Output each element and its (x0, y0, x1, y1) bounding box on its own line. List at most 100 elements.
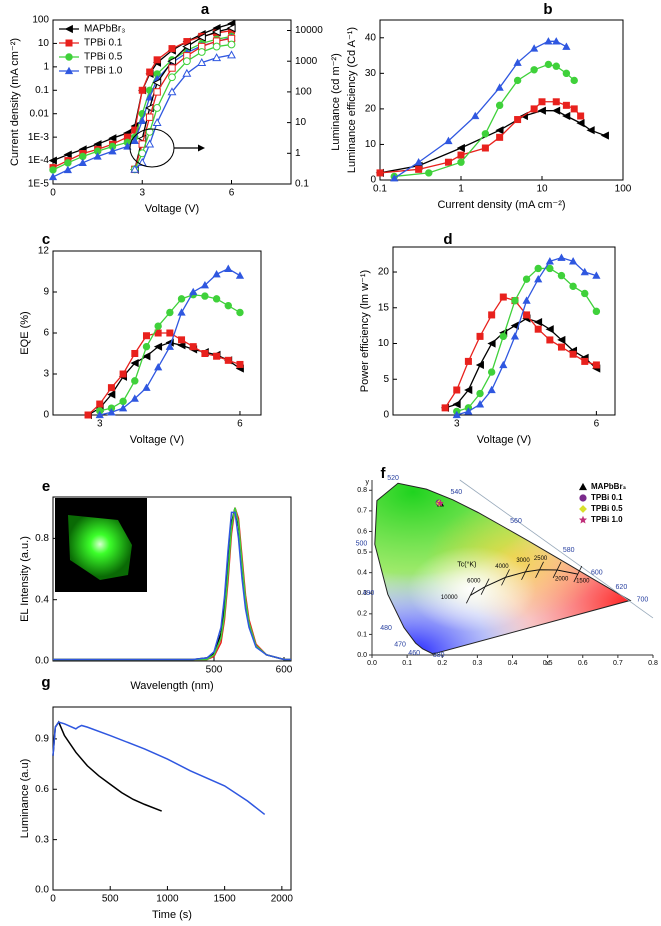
marker (146, 68, 154, 76)
temperature-label: 2500 (534, 556, 548, 562)
y-tick-label: 0.3 (35, 834, 49, 845)
y-tick-label: 9 (43, 287, 49, 298)
y-tick-label: 0.7 (357, 508, 367, 515)
y-tick-label: 100 (32, 15, 49, 26)
marker (471, 111, 480, 120)
x-axis-label: x (546, 660, 550, 667)
marker (130, 358, 139, 368)
legend-marker (579, 494, 587, 502)
series-line (379, 101, 582, 174)
legend-label: TPBi 0.1 (84, 38, 123, 49)
marker (177, 341, 186, 350)
isotherm (521, 563, 530, 581)
y-tick-label: 0 (383, 410, 389, 421)
y2-tick-label: 1 (295, 148, 301, 159)
marker (227, 40, 236, 49)
marker (562, 69, 571, 78)
marker (538, 98, 546, 106)
y-tick-label: 10 (365, 139, 377, 150)
marker (212, 53, 222, 62)
marker (562, 42, 571, 50)
marker (138, 116, 147, 124)
temperature-label: 2000 (555, 576, 569, 582)
y-tick-label: 0 (370, 175, 376, 186)
y-axis-label: EQE (%) (19, 311, 31, 354)
x-axis-label: Voltage (V) (130, 434, 184, 446)
x-tick-label: 0.8 (648, 660, 658, 667)
marker (93, 152, 102, 160)
marker (197, 57, 207, 66)
plot-frame (52, 706, 292, 891)
legend-marker (579, 505, 587, 513)
marker (235, 271, 245, 279)
marker (201, 292, 209, 300)
marker (197, 32, 206, 42)
marker (96, 400, 104, 408)
marker (569, 350, 577, 358)
wavelength-label: 460 (408, 650, 420, 657)
panel-label: c (42, 231, 50, 248)
x-tick-label: 1000 (156, 894, 179, 905)
marker (142, 342, 151, 351)
marker (577, 112, 585, 120)
legend-marker (578, 515, 588, 524)
y-tick-label: 0.3 (357, 590, 367, 597)
wavelength-label: 380 (433, 652, 445, 659)
marker (487, 368, 496, 376)
y-tick-label: 0.4 (357, 569, 367, 576)
marker (138, 86, 146, 94)
y2-tick-label: 0.1 (295, 179, 309, 190)
marker (212, 295, 221, 303)
x-tick-label: 100 (615, 184, 632, 195)
y-tick-label: 0 (43, 410, 49, 421)
marker (537, 106, 546, 115)
y-tick-label: 30 (365, 68, 377, 79)
marker (107, 384, 115, 392)
temperature-label: 4000 (495, 564, 509, 570)
x-tick-label: 0.6 (578, 660, 588, 667)
series-line (52, 720, 162, 812)
wavelength-label: 700 (637, 596, 649, 603)
y-tick-label: 1E-4 (28, 155, 50, 166)
wavelength-label: 490 (363, 590, 375, 597)
marker (154, 362, 163, 371)
marker (452, 410, 461, 419)
marker (166, 329, 174, 337)
marker (142, 332, 150, 340)
marker (569, 257, 578, 265)
marker (227, 50, 236, 59)
marker (475, 400, 485, 408)
series-line (53, 511, 291, 661)
marker (131, 349, 139, 357)
marker (165, 342, 174, 350)
x-tick-label: 0.1 (402, 660, 412, 667)
marker (48, 172, 58, 181)
plot-frame (52, 19, 292, 185)
marker (108, 134, 117, 143)
x-tick-label: 2000 (271, 894, 294, 905)
panel-label: f (381, 465, 387, 482)
y-axis-label: Luminance efficiency (Cd A⁻¹) (346, 27, 358, 173)
marker (476, 332, 484, 340)
marker (414, 158, 423, 166)
marker (145, 93, 154, 101)
marker (557, 335, 566, 345)
panel-label: g (41, 674, 50, 691)
marker (153, 88, 161, 96)
legend-marker (65, 39, 73, 47)
marker (544, 60, 553, 69)
marker (145, 113, 154, 121)
y2-tick-label: 1000 (295, 56, 318, 67)
marker (557, 253, 566, 261)
y-tick-label: 10 (378, 338, 390, 349)
y-tick-label: 0.0 (35, 656, 49, 667)
marker (534, 325, 542, 333)
marker (177, 295, 186, 303)
marker (530, 66, 538, 74)
plot-frame (379, 19, 624, 181)
plot-frame (52, 496, 292, 662)
marker (152, 117, 162, 126)
isotherm (465, 587, 475, 604)
y-tick-label: 20 (378, 267, 390, 278)
